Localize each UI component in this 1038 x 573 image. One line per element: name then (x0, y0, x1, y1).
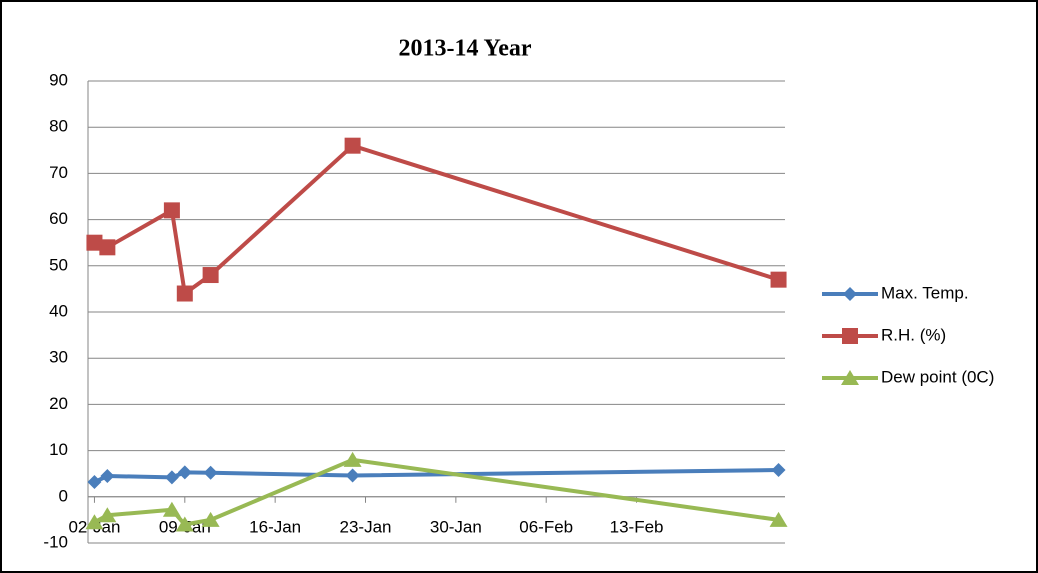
y-tick-label: 80 (49, 117, 68, 136)
marker (175, 516, 194, 532)
legend-marker (842, 328, 858, 344)
y-tick-label: 30 (49, 348, 68, 367)
marker (99, 239, 116, 256)
marker (85, 514, 104, 530)
marker (345, 468, 360, 483)
y-tick-label: 60 (49, 209, 68, 228)
marker (163, 202, 180, 219)
chart-title: 2013-14 Year (398, 36, 531, 62)
y-tick-label: -10 (43, 532, 68, 551)
marker (162, 501, 181, 517)
marker (343, 451, 362, 467)
y-tick-label: 20 (49, 394, 68, 413)
marker (771, 463, 786, 478)
x-tick-label: 13-Feb (610, 517, 664, 536)
marker (100, 469, 115, 484)
marker (164, 470, 179, 485)
marker (203, 465, 218, 480)
legend-label: R.H. (%) (881, 325, 946, 344)
legend-marker (841, 370, 859, 385)
marker (176, 285, 193, 302)
y-tick-label: 0 (59, 486, 68, 505)
marker (177, 465, 192, 480)
y-tick-label: 40 (49, 301, 68, 320)
y-tick-label: 70 (49, 163, 68, 182)
x-tick-label: 16-Jan (249, 517, 301, 536)
x-tick-label: 23-Jan (340, 517, 392, 536)
marker (344, 137, 361, 154)
y-tick-label: 90 (49, 70, 68, 89)
x-tick-label: 30-Jan (430, 517, 482, 536)
x-tick-label: 06-Feb (519, 517, 573, 536)
legend-marker (843, 287, 857, 301)
y-tick-label: 10 (49, 440, 68, 459)
legend-label: Max. Temp. (881, 283, 969, 302)
legend-label: Dew point (0C) (881, 367, 994, 386)
marker (86, 234, 103, 251)
marker (87, 475, 102, 490)
marker (202, 267, 219, 284)
y-tick-label: 50 (49, 255, 68, 274)
marker (201, 511, 220, 527)
marker (769, 511, 788, 527)
marker (770, 271, 787, 288)
marker (98, 507, 117, 523)
